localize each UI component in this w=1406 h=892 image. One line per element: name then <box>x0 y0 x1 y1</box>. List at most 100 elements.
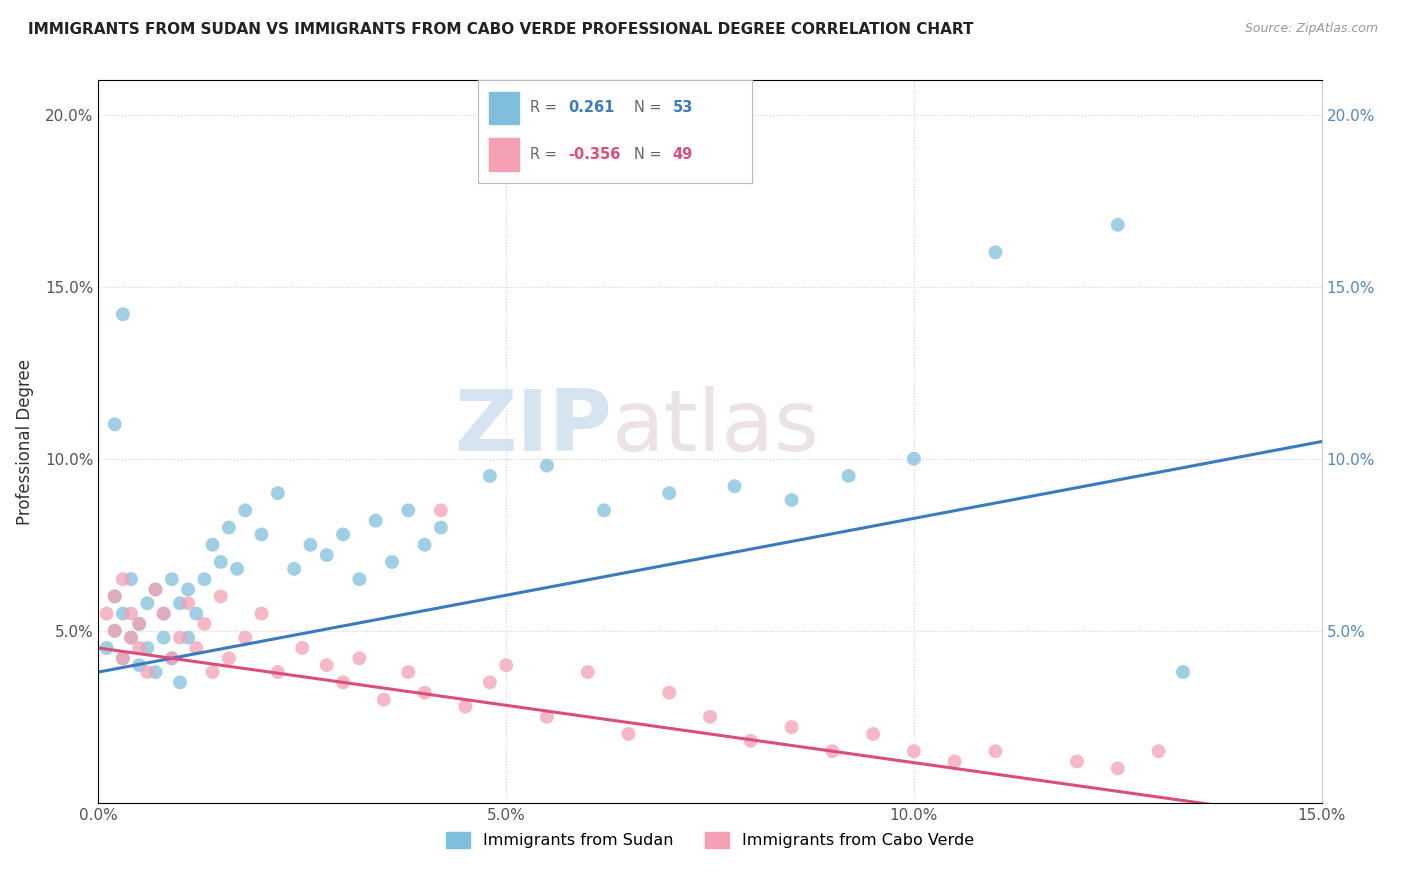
Point <box>413 686 436 700</box>
Point <box>1107 218 1129 232</box>
Point <box>315 548 337 562</box>
Point <box>430 503 453 517</box>
Bar <box>489 92 519 124</box>
Point <box>283 562 305 576</box>
Point <box>111 651 134 665</box>
Point <box>495 658 517 673</box>
Point <box>349 572 371 586</box>
Point <box>233 503 256 517</box>
Point <box>201 665 224 679</box>
Point <box>104 624 127 638</box>
Point <box>145 665 167 679</box>
Point <box>576 665 599 679</box>
Point <box>1171 665 1194 679</box>
Point <box>984 245 1007 260</box>
Point <box>821 744 844 758</box>
Point <box>104 590 127 604</box>
Point <box>177 582 200 597</box>
Point <box>201 538 224 552</box>
Point <box>658 686 681 700</box>
Point <box>536 710 558 724</box>
Point <box>903 744 925 758</box>
Point <box>136 665 159 679</box>
Point <box>478 469 501 483</box>
Text: atlas: atlas <box>612 385 820 468</box>
Point <box>780 493 803 508</box>
Point <box>315 658 337 673</box>
Text: Source: ZipAtlas.com: Source: ZipAtlas.com <box>1244 22 1378 36</box>
Point <box>699 710 721 724</box>
Point <box>209 590 232 604</box>
Point <box>267 665 290 679</box>
Point <box>152 607 174 621</box>
Point <box>136 640 159 655</box>
Point <box>250 607 273 621</box>
Text: N =: N = <box>634 101 666 115</box>
Bar <box>489 137 519 170</box>
Point <box>128 658 150 673</box>
Point <box>96 607 118 621</box>
Point <box>169 631 191 645</box>
Point <box>723 479 745 493</box>
Y-axis label: Professional Degree: Professional Degree <box>15 359 34 524</box>
Point <box>186 607 208 621</box>
Point <box>128 616 150 631</box>
Point <box>984 744 1007 758</box>
Point <box>943 755 966 769</box>
Point <box>332 527 354 541</box>
Point <box>128 616 150 631</box>
Point <box>128 640 150 655</box>
Point <box>373 692 395 706</box>
Point <box>536 458 558 473</box>
Point <box>233 631 256 645</box>
Point <box>169 596 191 610</box>
Point <box>104 417 127 432</box>
Text: R =: R = <box>530 101 561 115</box>
Point <box>454 699 477 714</box>
Point <box>120 607 142 621</box>
Text: R =: R = <box>530 146 561 161</box>
Point <box>193 572 215 586</box>
Point <box>218 520 240 534</box>
Point <box>364 514 387 528</box>
Point <box>658 486 681 500</box>
Point <box>160 572 183 586</box>
Point <box>111 607 134 621</box>
Point <box>413 538 436 552</box>
Point <box>186 640 208 655</box>
Point <box>267 486 290 500</box>
Point <box>1066 755 1088 769</box>
Point <box>120 631 142 645</box>
Point <box>780 720 803 734</box>
Point <box>862 727 884 741</box>
Point <box>152 607 174 621</box>
Point <box>177 596 200 610</box>
Text: 53: 53 <box>672 101 693 115</box>
Point <box>903 451 925 466</box>
Point <box>145 582 167 597</box>
Point <box>291 640 314 655</box>
Point <box>104 624 127 638</box>
Point <box>169 675 191 690</box>
Point <box>396 503 419 517</box>
Text: N =: N = <box>634 146 666 161</box>
Point <box>111 572 134 586</box>
Point <box>349 651 371 665</box>
Point <box>617 727 640 741</box>
Point <box>1107 761 1129 775</box>
Point <box>193 616 215 631</box>
Text: 0.261: 0.261 <box>568 101 614 115</box>
Point <box>430 520 453 534</box>
Point <box>381 555 404 569</box>
Text: ZIP: ZIP <box>454 385 612 468</box>
Point <box>250 527 273 541</box>
Point <box>218 651 240 665</box>
Point <box>478 675 501 690</box>
Point <box>104 590 127 604</box>
Point <box>111 651 134 665</box>
Point <box>299 538 322 552</box>
Legend: Immigrants from Sudan, Immigrants from Cabo Verde: Immigrants from Sudan, Immigrants from C… <box>439 823 981 856</box>
Point <box>1147 744 1170 758</box>
Point <box>226 562 249 576</box>
Point <box>332 675 354 690</box>
